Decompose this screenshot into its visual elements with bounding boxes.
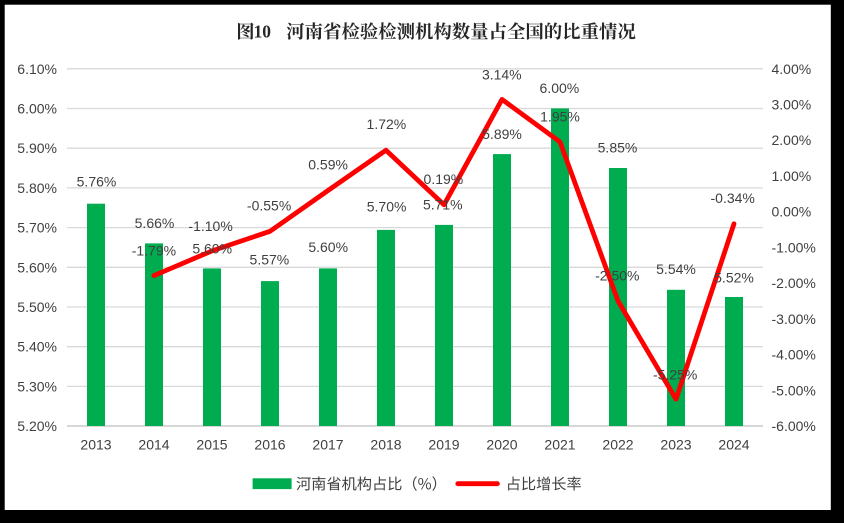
svg-text:-2.00%: -2.00% <box>772 275 816 291</box>
svg-text:6.00%: 6.00% <box>540 80 580 96</box>
svg-text:10: 10 <box>254 22 272 42</box>
svg-text:3.14%: 3.14% <box>482 66 522 82</box>
svg-text:5.76%: 5.76% <box>77 174 117 190</box>
svg-text:0.00%: 0.00% <box>772 204 812 220</box>
svg-text:5.60%: 5.60% <box>17 259 57 275</box>
svg-text:2014: 2014 <box>138 437 169 453</box>
svg-text:5.71%: 5.71% <box>423 197 463 213</box>
svg-text:5.20%: 5.20% <box>17 418 57 434</box>
svg-text:-3.00%: -3.00% <box>772 311 816 327</box>
svg-text:-0.55%: -0.55% <box>247 197 291 213</box>
svg-text:2013: 2013 <box>80 437 111 453</box>
svg-text:5.80%: 5.80% <box>17 180 57 196</box>
svg-text:1.72%: 1.72% <box>367 116 407 132</box>
svg-text:-5.00%: -5.00% <box>772 382 816 398</box>
svg-text:1.00%: 1.00% <box>772 168 812 184</box>
svg-text:-6.00%: -6.00% <box>772 418 816 434</box>
svg-text:-1.00%: -1.00% <box>772 239 816 255</box>
svg-text:2022: 2022 <box>602 437 633 453</box>
svg-text:2017: 2017 <box>312 437 343 453</box>
svg-text:6.00%: 6.00% <box>17 101 57 117</box>
svg-text:5.52%: 5.52% <box>714 269 754 285</box>
svg-text:5.50%: 5.50% <box>17 299 57 315</box>
svg-text:5.66%: 5.66% <box>135 215 175 231</box>
svg-text:2.00%: 2.00% <box>772 132 812 148</box>
svg-text:1.95%: 1.95% <box>540 108 580 124</box>
svg-text:2019: 2019 <box>428 437 459 453</box>
svg-text:-2.50%: -2.50% <box>595 267 639 283</box>
svg-text:2020: 2020 <box>486 437 517 453</box>
svg-text:3.00%: 3.00% <box>772 97 812 113</box>
svg-text:2024: 2024 <box>718 437 749 453</box>
svg-text:4.00%: 4.00% <box>772 61 812 77</box>
svg-text:5.40%: 5.40% <box>17 339 57 355</box>
svg-text:-4.00%: -4.00% <box>772 347 816 363</box>
svg-text:5.30%: 5.30% <box>17 378 57 394</box>
svg-text:0.59%: 0.59% <box>308 157 348 173</box>
svg-text:5.89%: 5.89% <box>482 126 522 142</box>
svg-text:2021: 2021 <box>544 437 575 453</box>
svg-text:5.70%: 5.70% <box>367 199 407 215</box>
svg-text:-1.79%: -1.79% <box>132 243 176 259</box>
svg-text:0.19%: 0.19% <box>424 171 464 187</box>
svg-text:5.90%: 5.90% <box>17 140 57 156</box>
svg-text:-0.34%: -0.34% <box>711 190 755 206</box>
svg-text:2016: 2016 <box>254 437 285 453</box>
svg-text:5.54%: 5.54% <box>656 261 696 277</box>
svg-text:5.60%: 5.60% <box>308 239 348 255</box>
svg-text:2015: 2015 <box>196 437 227 453</box>
svg-text:5.57%: 5.57% <box>250 252 290 268</box>
svg-text:6.10%: 6.10% <box>17 61 57 77</box>
svg-text:5.85%: 5.85% <box>598 140 638 156</box>
svg-text:2018: 2018 <box>370 437 401 453</box>
svg-text:2023: 2023 <box>660 437 691 453</box>
svg-text:5.60%: 5.60% <box>192 241 232 257</box>
svg-text:-1.10%: -1.10% <box>188 218 232 234</box>
svg-text:-5.25%: -5.25% <box>653 367 697 383</box>
svg-text:5.70%: 5.70% <box>17 220 57 236</box>
